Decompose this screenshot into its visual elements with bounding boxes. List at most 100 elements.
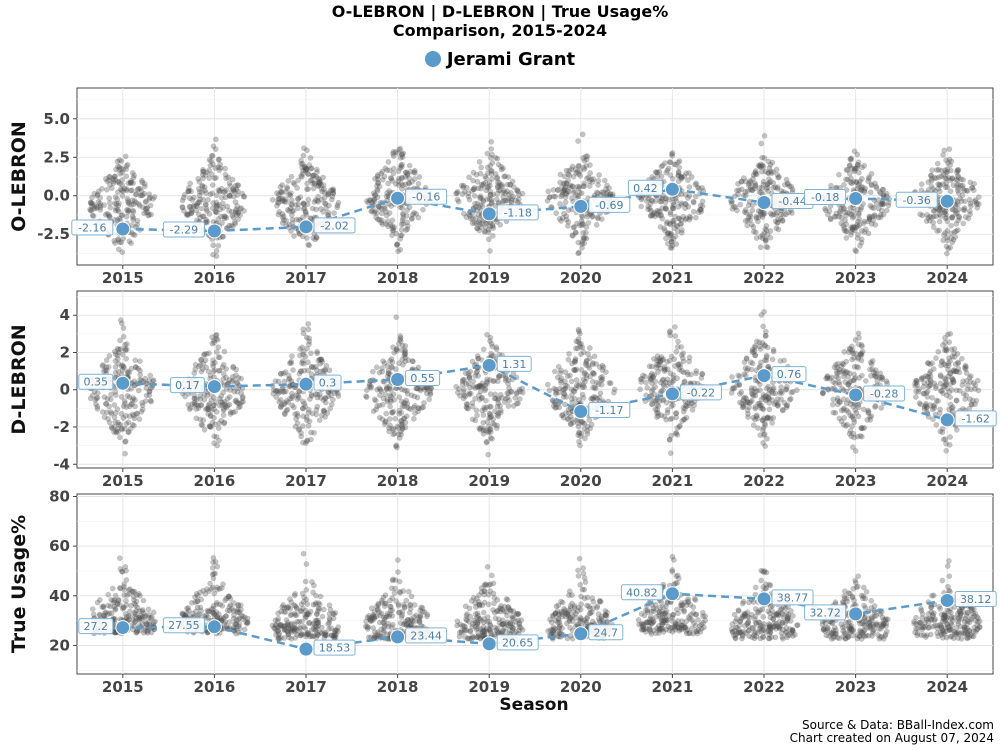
- population-dot: [830, 409, 837, 416]
- population-dot: [211, 415, 217, 421]
- population-dot: [291, 233, 297, 239]
- population-dot: [502, 173, 508, 179]
- population-dot: [737, 391, 743, 397]
- value-label-text: -1.18: [503, 206, 531, 219]
- population-dot: [861, 189, 868, 195]
- population-dot: [376, 619, 383, 626]
- population-dot: [214, 563, 221, 570]
- population-dot: [123, 577, 130, 583]
- population-dot: [305, 326, 312, 333]
- population-dot: [488, 138, 495, 145]
- population-dot: [185, 188, 192, 195]
- population-dot: [565, 416, 572, 422]
- population-dot: [209, 205, 216, 212]
- population-dot: [302, 210, 309, 216]
- population-dot: [395, 609, 402, 616]
- population-dot: [220, 389, 226, 396]
- population-dot: [150, 196, 156, 202]
- population-dot: [399, 386, 405, 393]
- population-dot: [225, 174, 232, 181]
- population-dot: [330, 396, 336, 403]
- population-dot: [493, 344, 500, 350]
- population-dot: [179, 197, 186, 204]
- population-dot: [737, 201, 744, 208]
- population-dot: [125, 419, 132, 425]
- population-dot: [144, 204, 151, 211]
- population-dot: [667, 209, 674, 216]
- population-dot: [289, 353, 295, 359]
- population-dot: [774, 402, 781, 408]
- population-dot: [379, 401, 386, 408]
- population-dot: [943, 392, 950, 399]
- population-dot: [106, 212, 112, 218]
- population-dot: [482, 173, 489, 180]
- population-dot: [125, 429, 132, 435]
- population-dot: [400, 215, 406, 222]
- population-dot: [384, 167, 390, 173]
- population-dot: [137, 613, 144, 619]
- population-dot: [384, 218, 391, 225]
- population-dot: [141, 181, 148, 187]
- population-dot: [114, 158, 121, 165]
- population-dot: [302, 578, 309, 585]
- population-dot: [757, 233, 764, 240]
- population-dot: [577, 173, 584, 179]
- population-dot: [222, 613, 229, 619]
- population-dot: [736, 382, 743, 388]
- x-tick-label: 2023: [835, 269, 877, 287]
- population-dot: [276, 209, 283, 215]
- population-dot: [696, 206, 703, 213]
- value-label: -1.62: [954, 410, 997, 427]
- population-dot: [87, 200, 94, 206]
- population-dot: [217, 189, 223, 195]
- population-dot: [228, 209, 235, 215]
- population-dot: [193, 203, 199, 209]
- population-dot: [110, 178, 116, 184]
- population-dot: [761, 133, 768, 139]
- population-dot: [953, 397, 960, 404]
- population-dot: [137, 372, 144, 378]
- population-dot: [388, 203, 394, 209]
- population-dot: [215, 344, 222, 351]
- population-dot: [487, 391, 494, 397]
- population-dot: [846, 170, 853, 177]
- population-dot: [867, 189, 874, 196]
- population-dot: [494, 422, 500, 429]
- population-dot: [744, 222, 751, 229]
- population-dot: [179, 204, 186, 211]
- population-dot: [186, 187, 192, 194]
- population-dot: [572, 357, 579, 364]
- population-dot: [675, 178, 682, 185]
- population-dot: [112, 200, 118, 207]
- population-dot: [610, 191, 616, 198]
- population-dot: [210, 161, 216, 168]
- population-dot: [97, 204, 103, 211]
- population-dot: [130, 215, 137, 221]
- population-dot: [393, 314, 400, 321]
- population-dot: [587, 345, 593, 351]
- population-dot: [239, 190, 246, 197]
- population-dot: [107, 204, 114, 211]
- population-dot: [143, 392, 150, 399]
- population-dot: [483, 397, 489, 404]
- population-dot: [968, 401, 975, 408]
- population-dot: [686, 358, 692, 365]
- population-dot: [576, 249, 582, 256]
- population-dot: [402, 181, 409, 188]
- population-dot: [146, 194, 153, 201]
- population-dot: [277, 184, 284, 190]
- population-dot: [320, 174, 326, 181]
- population-dot: [857, 433, 864, 439]
- population-dot: [289, 212, 295, 218]
- population-dot: [201, 184, 208, 190]
- population-dot: [293, 392, 299, 398]
- population-dot: [867, 417, 874, 423]
- population-dot: [97, 597, 103, 603]
- population-dot: [496, 373, 502, 379]
- value-label-text: 0.55: [410, 372, 435, 385]
- population-dot: [388, 624, 395, 631]
- population-dot: [111, 173, 118, 180]
- population-dot: [667, 370, 674, 377]
- population-dot: [480, 412, 487, 418]
- population-dot: [275, 388, 281, 394]
